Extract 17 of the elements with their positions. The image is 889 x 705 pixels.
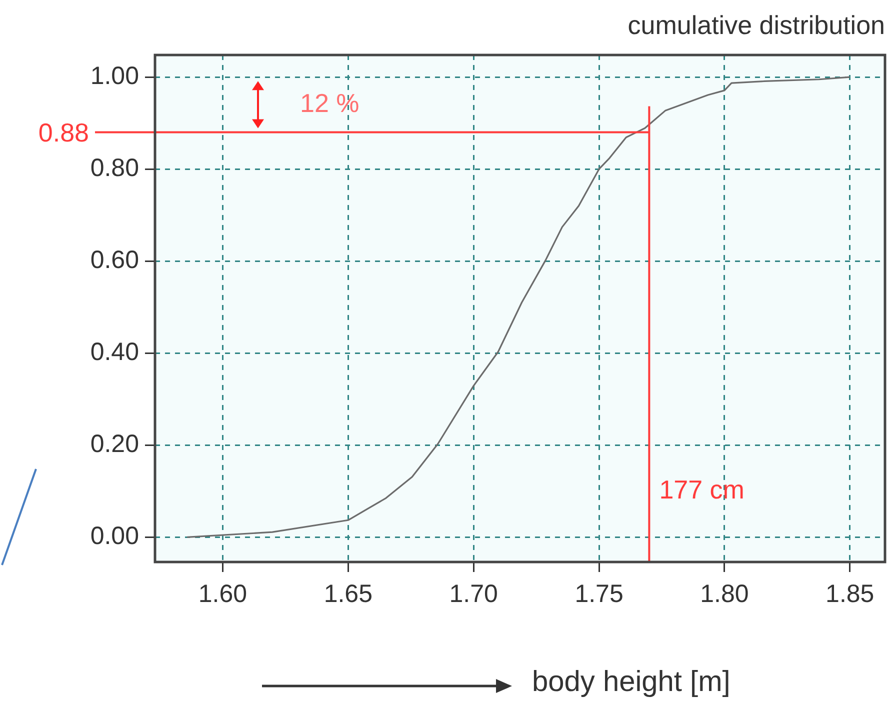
x-tick-label: 1.60 [198,580,248,608]
x-tick-label: 1.70 [449,580,498,608]
chart-title: cumulative distribution [628,10,885,41]
ref-line-label: 0.88 [38,117,89,148]
y-tick-label: 0.00 [90,522,139,550]
x-tick-label: 1.80 [700,580,749,608]
x-tick-label: 1.75 [574,580,624,608]
x-tick-label: 1.85 [826,580,874,608]
x-axis-title: body height [m] [532,666,730,699]
x-tick-label: 1.65 [324,580,372,608]
ref-line-label: 177 cm [659,474,744,504]
y-tick-label: 0.20 [90,430,139,458]
y-tick-label: 0.60 [90,246,139,274]
y-tick-label: 1.00 [90,62,139,90]
y-tick-label: 0.80 [90,154,139,182]
annotation: 12 % [300,88,360,118]
y-tick-label: 0.40 [90,338,139,366]
